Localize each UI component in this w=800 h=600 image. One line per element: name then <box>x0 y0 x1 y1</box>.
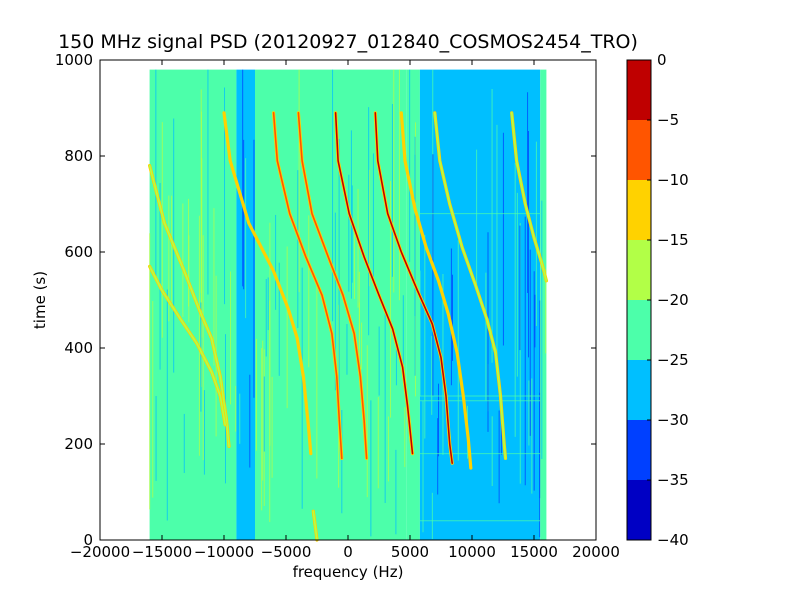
signal-trace <box>297 112 368 460</box>
colorbar-tick-label: −40 <box>657 531 689 549</box>
colorbar-band <box>627 300 651 360</box>
heatmap-region <box>540 69 547 540</box>
signal-trace <box>148 265 226 426</box>
x-tick-label: 20000 <box>572 543 620 561</box>
colorbar-tick-label: −20 <box>657 291 689 309</box>
heatmap-region <box>255 69 407 540</box>
colorbar-band <box>627 60 651 120</box>
colorbar-tick-label: −35 <box>657 471 689 489</box>
y-tick-label: 600 <box>64 243 93 261</box>
x-tick-label: 15000 <box>510 543 558 561</box>
y-tick-label: 200 <box>64 435 93 453</box>
colorbar: 0 −5 −10 −15 −20 −25 −30 −35 −40 <box>626 51 689 549</box>
x-tick-label: −5000 <box>261 543 312 561</box>
colorbar-tick-label: −5 <box>657 111 679 129</box>
x-tick-label: −15000 <box>132 543 192 561</box>
signal-trace <box>312 510 318 541</box>
colorbar-band <box>627 480 651 540</box>
heatmap-image <box>149 69 547 540</box>
x-tick-label: 0 <box>343 543 353 561</box>
signal-trace <box>272 112 343 460</box>
x-tick-label: 5000 <box>391 543 429 561</box>
y-tick-label: 400 <box>64 339 93 357</box>
x-tick-label: −10000 <box>194 543 254 561</box>
y-axis: 0 200 400 600 800 1000 <box>55 51 596 549</box>
signal-trace <box>510 112 548 282</box>
colorbar-tick-label: −15 <box>657 231 689 249</box>
signal-trace <box>434 112 507 460</box>
chart-title: 150 MHz signal PSD (20120927_012840_COSM… <box>58 31 638 53</box>
signal-trace <box>374 112 453 464</box>
signal-traces <box>148 111 548 542</box>
signal-trace <box>148 164 230 448</box>
colorbar-tick-label: −30 <box>657 411 689 429</box>
x-tick-label: −20000 <box>70 543 130 561</box>
colorbar-band <box>627 240 651 300</box>
x-axis: −20000 −15000 −10000 −5000 0 5000 10000 15000 20… <box>70 60 620 561</box>
y-tick-label: 1000 <box>55 51 93 69</box>
signal-trace <box>223 112 312 455</box>
colorbar-tick-label: −25 <box>657 351 689 369</box>
x-tick-label: 10000 <box>448 543 496 561</box>
colorbar-band <box>627 120 651 180</box>
x-axis-label: frequency (Hz) <box>293 563 404 581</box>
colorbar-band <box>627 180 651 240</box>
colorbar-tick-label: −10 <box>657 171 689 189</box>
y-tick-label: 800 <box>64 147 93 165</box>
heatmap-region <box>149 69 237 540</box>
signal-trace <box>400 112 472 469</box>
signal-trace <box>334 112 414 455</box>
colorbar-band <box>627 420 651 480</box>
y-axis-label: time (s) <box>31 271 49 329</box>
colorbar-tick-label: 0 <box>657 51 667 69</box>
y-tick-label: 0 <box>83 531 93 549</box>
colorbar-band <box>627 360 651 420</box>
heatmap-region <box>406 69 420 540</box>
